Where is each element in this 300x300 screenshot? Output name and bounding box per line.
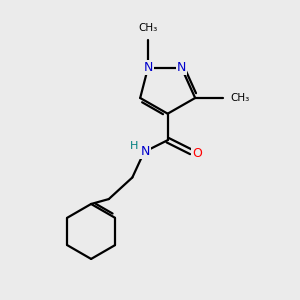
Text: N: N: [177, 61, 186, 74]
Text: H: H: [130, 141, 139, 151]
Text: CH₃: CH₃: [230, 93, 250, 103]
Text: CH₃: CH₃: [138, 23, 158, 33]
Text: N: N: [143, 61, 153, 74]
Text: O: O: [192, 147, 202, 161]
Text: N: N: [140, 146, 150, 158]
